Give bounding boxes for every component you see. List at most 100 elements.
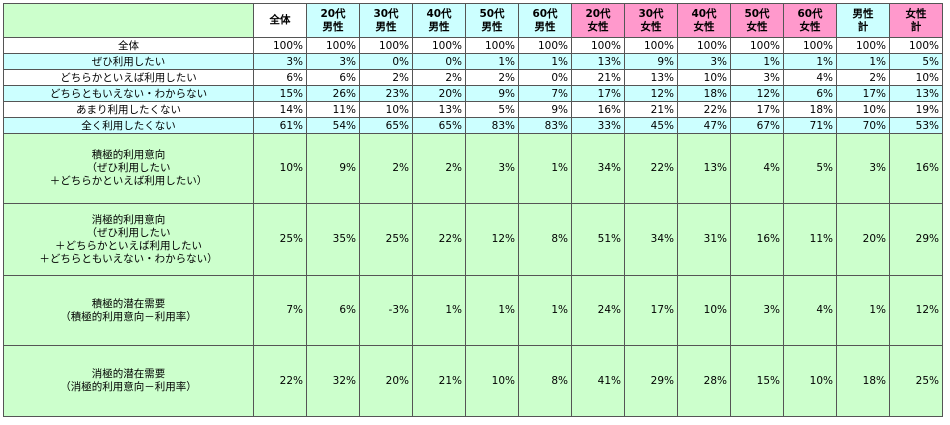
- cell-value: 33%: [571, 117, 625, 134]
- cell-value: 41%: [571, 345, 625, 417]
- cell-value: 10%: [889, 69, 943, 86]
- cell-value: 3%: [306, 53, 360, 70]
- cell-value: 5%: [889, 53, 943, 70]
- cell-value: 100%: [306, 37, 360, 54]
- cell-value: 22%: [677, 101, 731, 118]
- column-header: 30代 男性: [359, 3, 413, 38]
- cell-value: 65%: [412, 117, 466, 134]
- cell-value: 100%: [730, 37, 784, 54]
- cell-value: 10%: [677, 69, 731, 86]
- cell-value: 100%: [624, 37, 678, 54]
- cell-value: 6%: [306, 275, 360, 346]
- cell-value: 2%: [836, 69, 890, 86]
- cell-value: 0%: [412, 53, 466, 70]
- cell-value: 13%: [571, 53, 625, 70]
- cell-value: 12%: [465, 203, 519, 276]
- row: どちらともいえない・わからない 15% 26% 23% 20% 9% 7% 17% 12% 18%…: [3, 85, 943, 102]
- cell-value: 45%: [624, 117, 678, 134]
- column-header: 40代 男性: [412, 3, 466, 38]
- cell-value: 25%: [253, 203, 307, 276]
- column-header: 男性 計: [836, 3, 890, 38]
- cell-value: -3%: [359, 275, 413, 346]
- row-label: どちらかといえば利用したい: [3, 69, 254, 86]
- cell-value: 1%: [783, 53, 837, 70]
- column-header: 60代 男性: [518, 3, 572, 38]
- cell-value: 11%: [783, 203, 837, 276]
- column-header: 女性 計: [889, 3, 943, 38]
- row-label: 全体: [3, 37, 254, 54]
- cell-value: 100%: [518, 37, 572, 54]
- cell-value: 0%: [359, 53, 413, 70]
- row-label: どちらともいえない・わからない: [3, 85, 254, 102]
- cell-value: 10%: [253, 133, 307, 204]
- cell-value: 16%: [571, 101, 625, 118]
- cell-value: 16%: [730, 203, 784, 276]
- cell-value: 10%: [783, 345, 837, 417]
- cell-value: 100%: [359, 37, 413, 54]
- cell-value: 100%: [412, 37, 466, 54]
- cell-value: 31%: [677, 203, 731, 276]
- row-label: 積極的潜在需要 （積極的利用意向－利用率）: [3, 275, 254, 346]
- cell-value: 1%: [518, 53, 572, 70]
- cell-value: 29%: [624, 345, 678, 417]
- cell-value: 23%: [359, 85, 413, 102]
- cell-value: 2%: [465, 69, 519, 86]
- cell-value: 10%: [836, 101, 890, 118]
- cell-value: 15%: [730, 345, 784, 417]
- cell-value: 100%: [783, 37, 837, 54]
- cell-value: 13%: [412, 101, 466, 118]
- column-header: 30代 女性: [624, 3, 678, 38]
- cell-value: 10%: [677, 275, 731, 346]
- cell-value: 17%: [836, 85, 890, 102]
- cell-value: 1%: [465, 53, 519, 70]
- cell-value: 1%: [836, 53, 890, 70]
- cell-value: 1%: [518, 275, 572, 346]
- cell-value: 3%: [253, 53, 307, 70]
- cell-value: 26%: [306, 85, 360, 102]
- cell-value: 25%: [889, 345, 943, 417]
- cell-value: 6%: [253, 69, 307, 86]
- cell-value: 21%: [571, 69, 625, 86]
- row: 全く利用したくない 61% 54% 65% 65% 83% 83% 33% 45% 47% 67% 7…: [3, 117, 943, 134]
- cell-value: 2%: [359, 69, 413, 86]
- column-header: 全体: [253, 3, 307, 38]
- cell-value: 100%: [836, 37, 890, 54]
- cell-value: 9%: [306, 133, 360, 204]
- row-label: 全く利用したくない: [3, 117, 254, 134]
- cell-value: 10%: [359, 101, 413, 118]
- cell-value: 22%: [624, 133, 678, 204]
- column-header: 40代 女性: [677, 3, 731, 38]
- cell-value: 9%: [465, 85, 519, 102]
- row: 全体 100% 100% 100% 100% 100% 100% 100% 100% 100% 10…: [3, 37, 943, 54]
- table: 全体 20代 男性 30代 男性 40代 男性 50代 男性 60代 男性 20代 女性 30…: [3, 3, 943, 417]
- column-header: 50代 男性: [465, 3, 519, 38]
- cell-value: 53%: [889, 117, 943, 134]
- cell-value: 67%: [730, 117, 784, 134]
- cell-value: 20%: [836, 203, 890, 276]
- cell-value: 1%: [836, 275, 890, 346]
- row: 積極的潜在需要 （積極的利用意向－利用率） 7% 6% -3% 1% 1% 1% 24% 17%…: [3, 275, 943, 346]
- column-header: 60代 女性: [783, 3, 837, 38]
- cell-value: 10%: [465, 345, 519, 417]
- cell-value: 1%: [518, 133, 572, 204]
- cell-value: 34%: [624, 203, 678, 276]
- cell-value: 3%: [730, 69, 784, 86]
- cell-value: 7%: [518, 85, 572, 102]
- row-label: 消極的潜在需要 （消極的利用意向－利用率）: [3, 345, 254, 417]
- cell-value: 3%: [730, 275, 784, 346]
- row: あまり利用したくない 14% 11% 10% 13% 5% 9% 16% 21% 22% 17% 18…: [3, 101, 943, 118]
- cell-value: 3%: [677, 53, 731, 70]
- row-label: 積極的利用意向 （ぜひ利用したい ＋どちらかといえば利用したい）: [3, 133, 254, 204]
- cell-value: 100%: [253, 37, 307, 54]
- cell-value: 16%: [889, 133, 943, 204]
- cell-value: 7%: [253, 275, 307, 346]
- cell-value: 6%: [783, 85, 837, 102]
- cell-value: 12%: [889, 275, 943, 346]
- cell-value: 13%: [889, 85, 943, 102]
- row: 積極的利用意向 （ぜひ利用したい ＋どちらかといえば利用したい） 10% 9% 2% 2…: [3, 133, 943, 204]
- cell-value: 1%: [412, 275, 466, 346]
- cell-value: 24%: [571, 275, 625, 346]
- cell-value: 15%: [253, 85, 307, 102]
- cell-value: 8%: [518, 203, 572, 276]
- cell-value: 4%: [783, 275, 837, 346]
